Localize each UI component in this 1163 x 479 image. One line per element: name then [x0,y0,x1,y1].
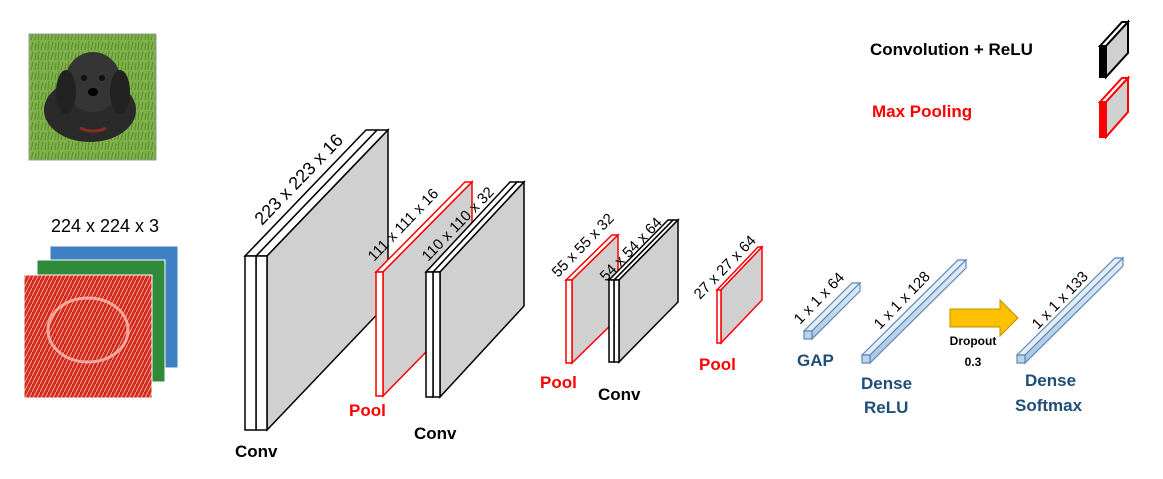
input-channels [23,245,179,399]
dense-relu-bar [860,258,968,365]
dropout-value: 0.3 [965,355,982,369]
conv3-block [607,218,680,364]
dense-softmax-bar [1015,256,1125,365]
pool1-label: Pool [349,401,386,420]
dog-icon [44,52,136,142]
pool2-label: Pool [540,373,577,392]
legend-conv-label: Convolution + ReLU [870,40,1033,59]
dense-relu-label-line1: Dense [861,374,912,393]
legend-pool-label: Max Pooling [872,102,972,121]
legend-conv-swatch [1097,19,1131,80]
red-channel [23,274,153,399]
gap-bar [802,281,862,341]
dense-softmax-label-line2: Softmax [1015,396,1083,415]
gap-label: GAP [797,351,834,370]
input-image [28,33,157,161]
pool3-block [715,245,764,345]
conv1-label: Conv [235,442,278,461]
conv2-block [424,180,526,399]
dense-relu-label-line2: ReLU [864,398,908,417]
dropout-label: Dropout [950,334,997,348]
dropout-arrow-icon [949,298,1019,338]
input-shape-label: 224 x 224 x 3 [51,216,159,236]
conv2-label: Conv [414,424,457,443]
pool3-label: Pool [699,355,736,374]
conv3-label: Conv [598,385,641,404]
legend: Convolution + ReLU Max Pooling [870,19,1131,140]
legend-pool-swatch [1097,75,1131,140]
dense-softmax-label-line1: Dense [1025,371,1076,390]
conv1-block [243,128,390,432]
